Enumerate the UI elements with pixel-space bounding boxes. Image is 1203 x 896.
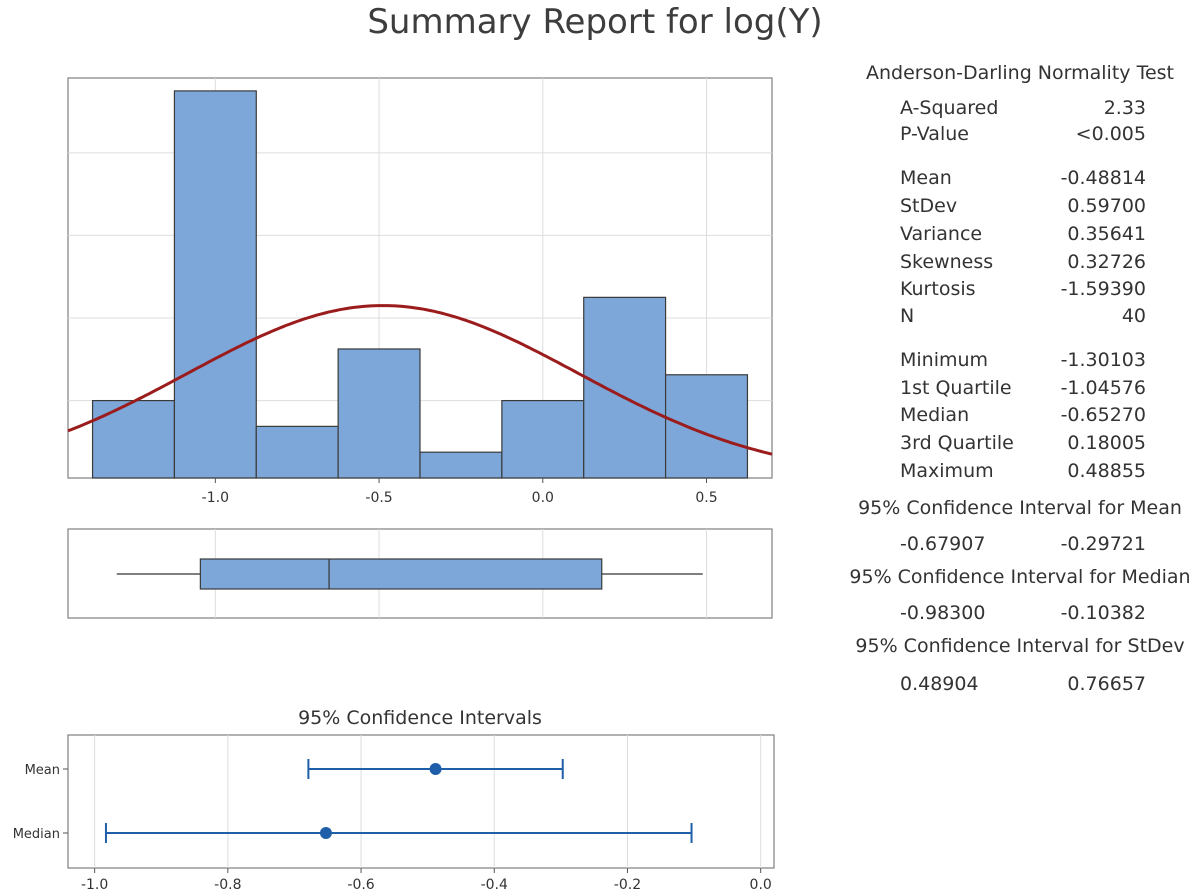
stat-value: 0.18005	[1067, 432, 1146, 454]
stat-row-variance: Variance 0.35641	[900, 223, 1146, 247]
ci-stdev-values: 0.48904 0.76657	[900, 673, 1146, 697]
y-tick-label: Median	[13, 827, 60, 842]
ad-test-title: Anderson-Darling Normality Test	[866, 62, 1174, 84]
tick-label: -0.5	[365, 490, 392, 506]
tick-label: -1.0	[81, 877, 108, 893]
tick-label: -0.2	[614, 877, 641, 893]
boxplot-panel	[67, 528, 773, 619]
stat-row-kurtosis: Kurtosis -1.59390	[900, 278, 1146, 302]
histogram-bar	[419, 451, 503, 479]
tick-label: -0.6	[347, 877, 374, 893]
histogram-bar	[91, 399, 176, 479]
confidence-interval-panel: 95% Confidence Intervals Mean Median -1.0…	[13, 707, 775, 893]
stat-row-q3: 3rd Quartile 0.18005	[900, 432, 1146, 456]
stat-value: -0.48814	[1060, 167, 1146, 189]
ci-gridlines	[94, 735, 762, 868]
tick-label: 0.0	[750, 877, 772, 893]
stat-row-n: N 40	[900, 305, 1146, 329]
stat-label: P-Value	[900, 123, 969, 145]
stat-label: Median	[900, 404, 970, 426]
ci-lower: -0.67907	[900, 533, 986, 555]
stat-row-a-squared: A-Squared 2.33	[900, 97, 1146, 121]
iqr-box	[199, 558, 603, 590]
stat-value: 2.33	[1103, 97, 1146, 119]
stat-value: -1.59390	[1060, 278, 1146, 300]
stat-row-median: Median -0.65270	[900, 404, 1146, 428]
ci-upper: 0.76657	[1067, 673, 1146, 695]
ci-mean-title: 95% Confidence Interval for Mean	[858, 497, 1182, 519]
ci-upper: -0.10382	[1060, 602, 1146, 624]
stat-value: 0.48855	[1067, 460, 1146, 482]
y-tick-label: Mean	[25, 763, 60, 778]
ci-estimate-point	[319, 827, 332, 839]
stat-label: Skewness	[900, 251, 994, 273]
stat-label: Variance	[900, 223, 983, 245]
ci-frame	[67, 734, 775, 869]
stat-value: -1.04576	[1060, 377, 1146, 399]
stat-value: 0.59700	[1067, 195, 1146, 217]
stat-value: <0.005	[1075, 123, 1146, 145]
tick-label: 0.5	[695, 490, 717, 506]
stat-label: N	[900, 305, 915, 327]
stat-row-skewness: Skewness 0.32726	[900, 251, 1146, 275]
stat-label: Kurtosis	[900, 278, 976, 300]
statistics-panel: Anderson-Darling Normality Test A-Square…	[840, 0, 1200, 896]
page-title: Summary Report for log(Y)	[367, 2, 823, 42]
tick-label: -1.0	[202, 490, 229, 506]
histogram-bar	[501, 399, 585, 479]
stat-label: 3rd Quartile	[900, 432, 1014, 454]
stat-label: StDev	[900, 195, 958, 217]
boxplot-marks	[116, 558, 703, 590]
stat-row-q1: 1st Quartile -1.04576	[900, 377, 1146, 401]
ci-estimate-point	[429, 763, 442, 775]
stat-label: Minimum	[900, 349, 989, 371]
histogram-x-ticks: -1.0 -0.5 0.0 0.5	[202, 478, 718, 506]
stat-row-p-value: P-Value <0.005	[900, 123, 1146, 147]
histogram-bar	[664, 374, 749, 479]
ci-x-ticks: -1.0 -0.8 -0.6 -0.4 -0.2 0.0	[81, 868, 772, 893]
ci-lower: 0.48904	[900, 673, 979, 695]
histogram-bar	[173, 90, 257, 479]
stat-value: 40	[1121, 305, 1146, 327]
stat-label: Mean	[900, 167, 952, 189]
ci-lower: -0.98300	[900, 602, 986, 624]
normal-fit-curve	[67, 304, 773, 456]
tick-label: 0.0	[532, 490, 554, 506]
ci-chart-title: 95% Confidence Intervals	[298, 707, 542, 729]
tick-label: -0.4	[481, 877, 508, 893]
histogram-panel: -1.0 -0.5 0.0 0.5	[67, 77, 773, 506]
stat-row-stdev: StDev 0.59700	[900, 195, 1146, 219]
tick-label: -0.8	[214, 877, 241, 893]
stat-label: A-Squared	[900, 97, 999, 119]
ci-median-values: -0.98300 -0.10382	[900, 602, 1146, 626]
ci-upper: -0.29721	[1060, 533, 1146, 555]
stat-row-mean: Mean -0.48814	[900, 167, 1146, 191]
ci-mean-values: -0.67907 -0.29721	[900, 533, 1146, 557]
ci-median-title: 95% Confidence Interval for Median	[849, 566, 1191, 588]
stat-row-maximum: Maximum 0.48855	[900, 460, 1146, 484]
stat-label: 1st Quartile	[900, 377, 1012, 399]
stat-value: -0.65270	[1060, 404, 1146, 426]
histogram-bar	[583, 296, 667, 479]
ci-stdev-title: 95% Confidence Interval for StDev	[855, 635, 1185, 657]
histogram-bars	[91, 90, 749, 479]
ci-marks: Mean Median	[13, 759, 693, 843]
stat-value: 0.32726	[1067, 251, 1146, 273]
histogram-bar	[337, 348, 421, 479]
stat-row-minimum: Minimum -1.30103	[900, 349, 1146, 373]
stat-label: Maximum	[900, 460, 994, 482]
stat-value: 0.35641	[1067, 223, 1146, 245]
chart-canvas: -1.0 -0.5 0.0 0.5 95% Confidence Intervals …	[13, 77, 775, 893]
histogram-bar	[255, 425, 339, 479]
stat-value: -1.30103	[1060, 349, 1146, 371]
